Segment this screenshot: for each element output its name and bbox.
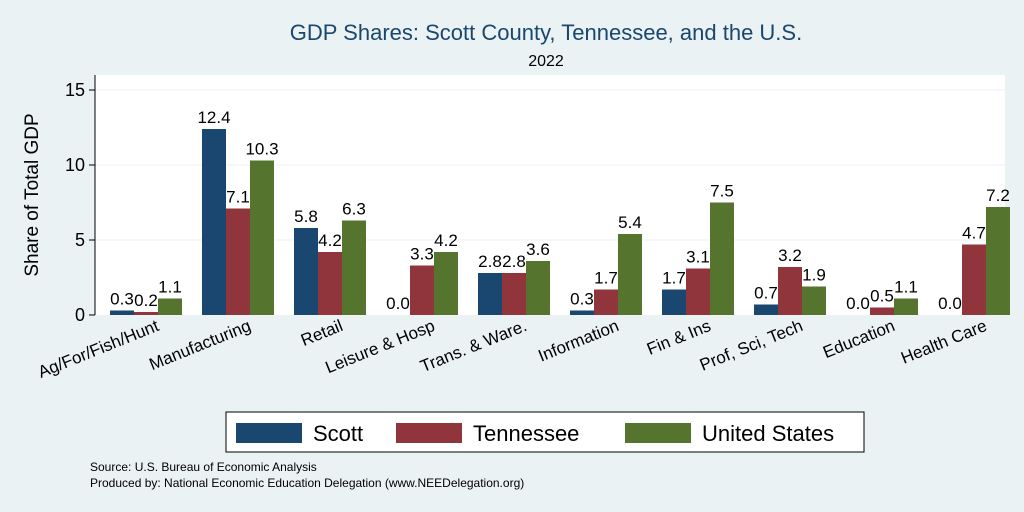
bar-united-states [710, 202, 734, 315]
legend-swatch-united-states [625, 423, 691, 443]
data-label: 0.0 [386, 294, 410, 313]
bar-united-states [250, 160, 274, 315]
bar-tennessee [318, 252, 342, 315]
data-label: 0.3 [570, 290, 594, 309]
data-label: 1.7 [594, 269, 618, 288]
bar-united-states [894, 298, 918, 315]
legend-swatch-tennessee [396, 423, 462, 443]
data-label: 1.1 [894, 278, 918, 297]
y-axis: 0 5 10 15 [65, 80, 95, 325]
bar-tennessee [686, 268, 710, 315]
chart-subtitle: 2022 [528, 53, 564, 70]
bar-tennessee [134, 312, 158, 315]
x-tick-label: Information [536, 316, 622, 365]
data-label: 0.2 [134, 291, 158, 310]
bar-scott [570, 310, 594, 315]
bar-tennessee [502, 273, 526, 315]
x-tick-label: Manufacturing [146, 316, 253, 374]
data-label: 1.9 [802, 266, 826, 285]
data-label: 2.8 [502, 252, 526, 271]
bar-tennessee [870, 307, 894, 315]
data-label: 7.5 [710, 182, 734, 201]
bar-united-states [526, 261, 550, 315]
bar-tennessee [410, 265, 434, 315]
data-label: 3.3 [410, 245, 434, 264]
x-tick-label: Retail [298, 316, 345, 350]
y-tick-label: 0 [75, 305, 85, 325]
legend-label-scott: Scott [313, 421, 363, 446]
y-axis-label: Share of Total GDP [22, 113, 43, 276]
legend-box [225, 411, 865, 453]
legend-label-united-states: United States [702, 421, 834, 446]
x-tick-label: Ag/For/Fish/Hunt [35, 316, 162, 382]
data-label: 3.1 [686, 248, 710, 267]
data-label: 3.6 [526, 240, 550, 259]
data-label: 0.5 [870, 287, 894, 306]
bar-united-states [986, 207, 1010, 315]
x-tick-label: Trans. & Ware. [418, 316, 530, 376]
data-label: 0.3 [110, 290, 134, 309]
bar-tennessee [962, 244, 986, 315]
bar-united-states [618, 234, 642, 315]
x-tick-label: Health Care [898, 316, 989, 368]
data-label: 0.7 [754, 284, 778, 303]
data-label: 4.2 [318, 231, 342, 250]
data-label: 4.7 [962, 224, 986, 243]
x-tick-label: Education [820, 316, 897, 362]
bar-scott [662, 289, 686, 315]
bar-tennessee [594, 289, 618, 315]
bar-tennessee [778, 267, 802, 315]
chart-title: GDP Shares: Scott County, Tennessee, and… [290, 20, 802, 45]
data-label: 10.3 [245, 140, 278, 159]
bar-scott [754, 304, 778, 315]
y-tick-label: 10 [65, 155, 85, 175]
legend-swatch-scott [236, 423, 302, 443]
bar-scott [294, 228, 318, 315]
data-label: 7.2 [986, 186, 1010, 205]
data-label: 5.4 [618, 213, 642, 232]
legend: Scott Tennessee United States [225, 411, 865, 453]
y-tick-label: 15 [65, 80, 85, 100]
legend-label-tennessee: Tennessee [473, 421, 579, 446]
data-label: 0.0 [938, 294, 962, 313]
bar-united-states [434, 252, 458, 315]
bar-scott [478, 273, 502, 315]
x-tick-label: Prof, Sci, Tech [697, 316, 805, 375]
x-tick-label: Fin & Ins [644, 316, 713, 359]
data-label: 1.7 [662, 269, 686, 288]
bar-united-states [802, 286, 826, 315]
bars [110, 129, 1010, 315]
data-label: 1.1 [158, 278, 182, 297]
data-label: 12.4 [197, 108, 230, 127]
data-label: 0.0 [846, 294, 870, 313]
produced-by-note: Produced by: National Economic Education… [90, 476, 524, 490]
source-note: Source: U.S. Bureau of Economic Analysis [90, 460, 317, 474]
data-labels: 0.3 0.21.112.47.110.35.84.26.30.03.34.22.… [110, 108, 1010, 313]
data-label: 3.2 [778, 246, 802, 265]
data-label: 5.8 [294, 207, 318, 226]
bar-united-states [342, 220, 366, 315]
data-label: 2.8 [478, 252, 502, 271]
bar-scott [110, 310, 134, 315]
data-label: 4.2 [434, 231, 458, 250]
y-tick-label: 5 [75, 230, 85, 250]
bar-tennessee [226, 208, 250, 315]
data-label: 6.3 [342, 200, 366, 219]
data-label: 7.1 [226, 188, 250, 207]
bar-scott [202, 129, 226, 315]
bar-united-states [158, 298, 182, 315]
